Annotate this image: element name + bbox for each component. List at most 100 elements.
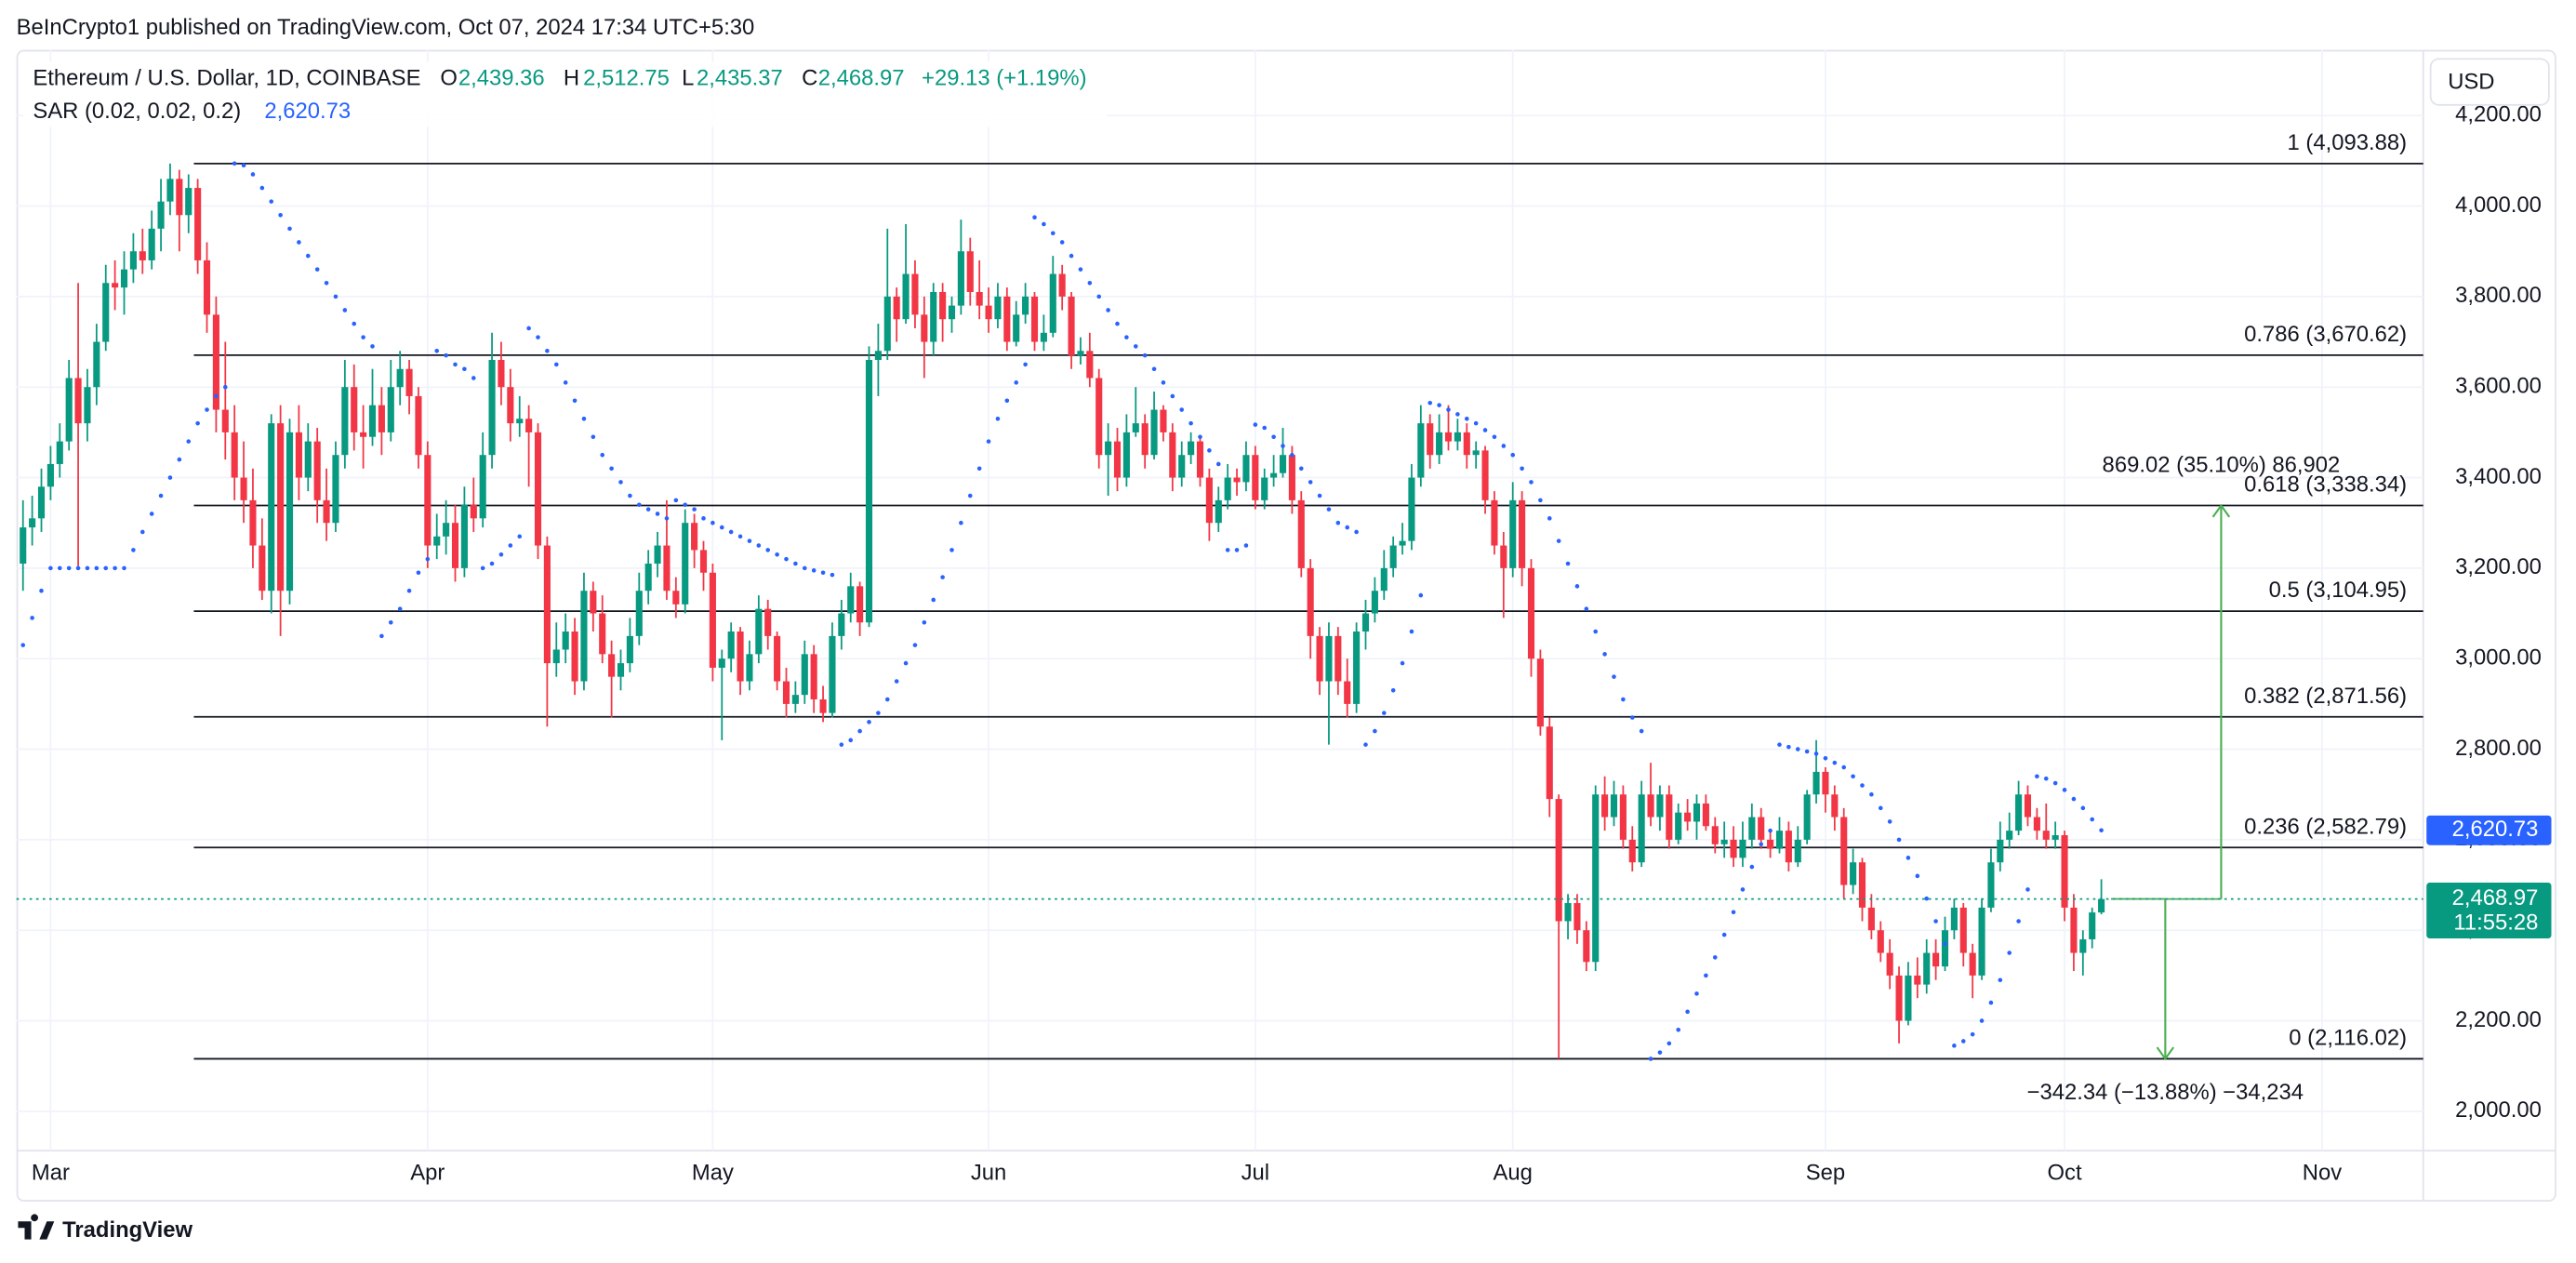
candle-body (1068, 296, 1075, 356)
sar-dot (811, 568, 817, 573)
sar-dot (1004, 398, 1010, 404)
sar-dot (1896, 837, 1902, 843)
sar-dot (2071, 796, 2077, 802)
sar-dot (820, 570, 826, 576)
sar-dot (1795, 747, 1800, 751)
candle-body (1399, 540, 1406, 546)
sar-dot (1602, 652, 1607, 657)
candle-body (1711, 826, 1719, 844)
sar-dot (1712, 955, 1718, 960)
candle-body (405, 368, 413, 396)
candle-body (240, 477, 247, 500)
sar-dot (250, 172, 256, 177)
candle-body (259, 545, 266, 592)
candle-body (1555, 799, 1562, 922)
candle-body (498, 360, 505, 388)
candle-body (415, 395, 422, 456)
sar-dot (1142, 352, 1148, 358)
candle-body (1923, 952, 1931, 985)
currency-button-box[interactable] (2429, 58, 2550, 106)
fib-label: 0.786 (3,670.62) (2244, 322, 2407, 347)
candle-body (580, 591, 588, 682)
candle-body (985, 305, 992, 320)
sar-dot (747, 538, 752, 543)
candle-body (1767, 839, 1774, 849)
candle-body (1169, 432, 1176, 478)
candle-body (1160, 409, 1167, 432)
sar-dot (1629, 715, 1635, 720)
candle-body (1086, 351, 1094, 379)
sar-dot (406, 588, 412, 593)
candle-body (1105, 441, 1112, 456)
candle-body (847, 586, 855, 614)
candle-body (277, 423, 285, 592)
sar-dot (2080, 805, 2086, 811)
sar-dot (1253, 422, 1258, 427)
sar-dot (1612, 674, 1616, 679)
sar-dot (536, 335, 540, 339)
sar-dot (1234, 548, 1240, 552)
candle-body (1297, 499, 1305, 568)
sar-dot (1574, 584, 1580, 589)
sar-dot (2062, 788, 2067, 792)
candle-body (1224, 477, 1231, 500)
sar-dot (995, 416, 1001, 421)
open-value: 2,439.36 (458, 66, 545, 91)
sar-dot (1473, 420, 1479, 426)
currency-label[interactable]: USD (2448, 69, 2494, 94)
candle-body (1436, 432, 1443, 456)
candle-body (654, 545, 661, 565)
currency-button[interactable]: USD (2429, 58, 2550, 106)
sar-dot (214, 393, 219, 399)
chart-frame (16, 49, 2556, 1203)
candle-body (479, 455, 486, 519)
sar-dot (1115, 321, 1120, 326)
candle-body (460, 504, 468, 568)
candle-body (157, 201, 165, 229)
candle-body (819, 699, 827, 713)
candle-body (1389, 545, 1397, 568)
overlay: 869.02 (35.10%) 86,902 −342.34 (−13.88%) … (16, 452, 2552, 1105)
sar-dot (600, 452, 605, 458)
candle-body (1178, 455, 1186, 478)
sar-dot (1345, 525, 1350, 530)
sar-dot (1878, 805, 1883, 811)
sar-dot (1731, 910, 1736, 915)
brand: TradingView (18, 1214, 193, 1243)
candle-body (1344, 681, 1351, 704)
candle-body (1371, 591, 1378, 614)
high-value: 2,512.75 (583, 66, 670, 91)
sar-dot (269, 199, 274, 204)
fib-label: 1 (4,093.88) (2288, 130, 2408, 155)
candle-body (387, 387, 394, 432)
sar-dot (1952, 1044, 1957, 1048)
sar-dot (1860, 783, 1865, 788)
sar-dot (1520, 466, 1524, 472)
sar-dot (1437, 403, 1441, 407)
sar-dot (1170, 393, 1175, 399)
sar-dot (2099, 828, 2104, 833)
candle-body (1730, 839, 1737, 858)
close-value: 2,468.97 (818, 66, 905, 91)
sar-price-label: 2,620.73 (2452, 817, 2539, 842)
candle-body (2024, 794, 2032, 818)
sar-dot (1768, 828, 1773, 833)
sar-dot (342, 308, 348, 312)
sar-dot (655, 512, 660, 516)
candle-body (2089, 912, 2096, 939)
candle-body (1959, 907, 1967, 953)
sar-dot (1482, 428, 1488, 432)
candle-body (1454, 432, 1461, 442)
sar-dot (949, 548, 954, 552)
candle-body (1702, 803, 1709, 827)
sar-dot (581, 416, 587, 421)
y-tick-label: 2,000.00 (2455, 1097, 2542, 1123)
candle-body (1427, 423, 1434, 456)
sar-dot (628, 493, 632, 499)
sar-dot (1979, 1018, 1985, 1023)
candle-body (65, 378, 73, 442)
sar-dot (1869, 791, 1874, 797)
sar-dot (922, 619, 927, 625)
candle-body (1675, 812, 1682, 840)
sar-dot (1887, 819, 1892, 824)
